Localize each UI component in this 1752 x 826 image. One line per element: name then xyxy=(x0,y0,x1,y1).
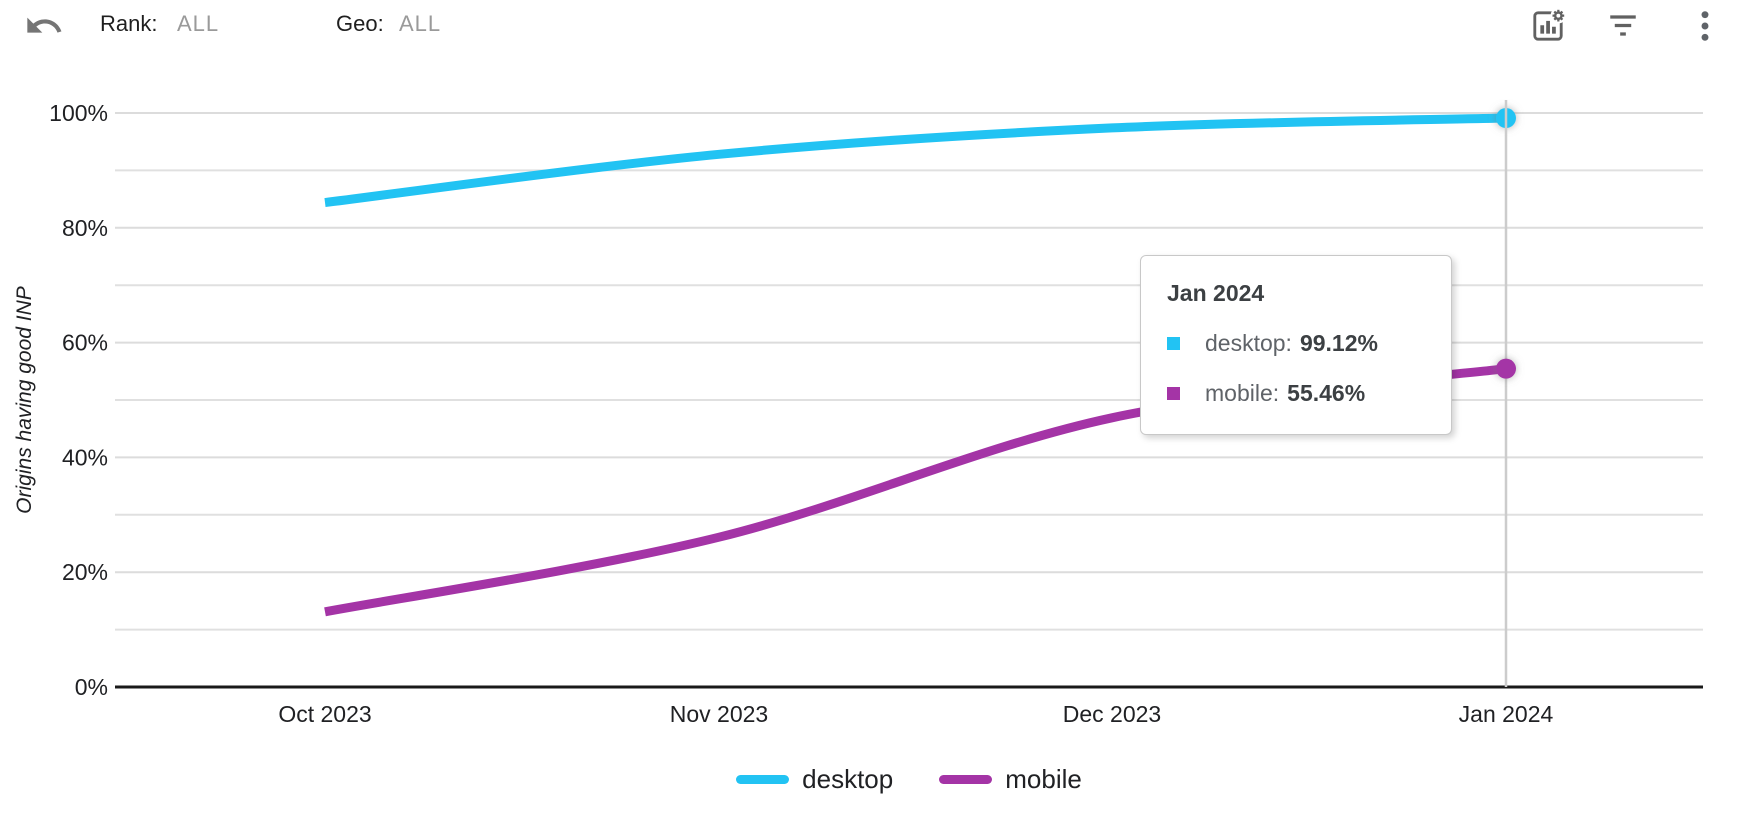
chart-tooltip: Jan 2024 desktop: 99.12% mobile: 55.46% xyxy=(1140,255,1452,435)
desktop-legend-swatch-icon xyxy=(736,775,790,784)
desktop-line xyxy=(324,113,1507,208)
legend-item-mobile[interactable]: mobile xyxy=(939,764,1082,795)
undo-button[interactable] xyxy=(24,6,64,46)
filter-button[interactable] xyxy=(1606,11,1640,41)
chart-settings-icon xyxy=(1530,7,1567,48)
legend-label: desktop xyxy=(802,764,894,794)
undo-icon xyxy=(24,17,64,50)
x-tick-label: Nov 2023 xyxy=(670,701,768,727)
tooltip-series-label: desktop: xyxy=(1205,330,1292,356)
mobile-swatch-icon xyxy=(1167,387,1180,400)
y-tick-label: 100% xyxy=(49,100,108,126)
more-options-button[interactable] xyxy=(1689,8,1721,44)
y-tick-label: 0% xyxy=(75,674,108,700)
y-tick-label: 60% xyxy=(62,330,108,356)
x-tick-label: Oct 2023 xyxy=(278,701,371,727)
desktop-swatch-icon xyxy=(1167,337,1180,350)
y-tick-label: 80% xyxy=(62,215,108,241)
rank-filter-value[interactable]: ALL xyxy=(177,11,220,36)
y-axis-title: Origins having good INP xyxy=(13,286,36,514)
tooltip-series-value: 99.12% xyxy=(1299,330,1378,356)
geo-filter-label: Geo: xyxy=(336,11,384,36)
tooltip-series-label: mobile: xyxy=(1205,380,1280,406)
more-options-icon xyxy=(1689,11,1721,48)
tooltip-title: Jan 2024 xyxy=(1167,280,1265,306)
chart-settings-button[interactable] xyxy=(1530,7,1567,44)
mobile-legend-swatch-icon xyxy=(939,775,993,784)
tooltip-row-desktop: desktop: 99.12% xyxy=(1167,330,1425,357)
y-tick-label: 40% xyxy=(62,444,108,470)
x-tick-label: Dec 2023 xyxy=(1063,701,1161,727)
x-tick-label: Jan 2024 xyxy=(1459,701,1554,727)
legend-item-desktop[interactable]: desktop xyxy=(736,764,893,795)
mobile-endpoint-dot[interactable] xyxy=(1496,358,1516,379)
geo-filter-value[interactable]: ALL xyxy=(399,11,442,36)
filter-icon xyxy=(1606,15,1640,45)
rank-filter-label: Rank: xyxy=(100,11,158,36)
tooltip-series-value: 55.46% xyxy=(1287,380,1366,406)
y-tick-label: 20% xyxy=(62,559,108,585)
legend-label: mobile xyxy=(1005,764,1082,794)
tooltip-row-mobile: mobile: 55.46% xyxy=(1167,380,1425,407)
tooltip-rows: desktop: 99.12% mobile: 55.46% xyxy=(1167,330,1425,407)
chart-legend: desktop mobile xyxy=(115,764,1703,795)
